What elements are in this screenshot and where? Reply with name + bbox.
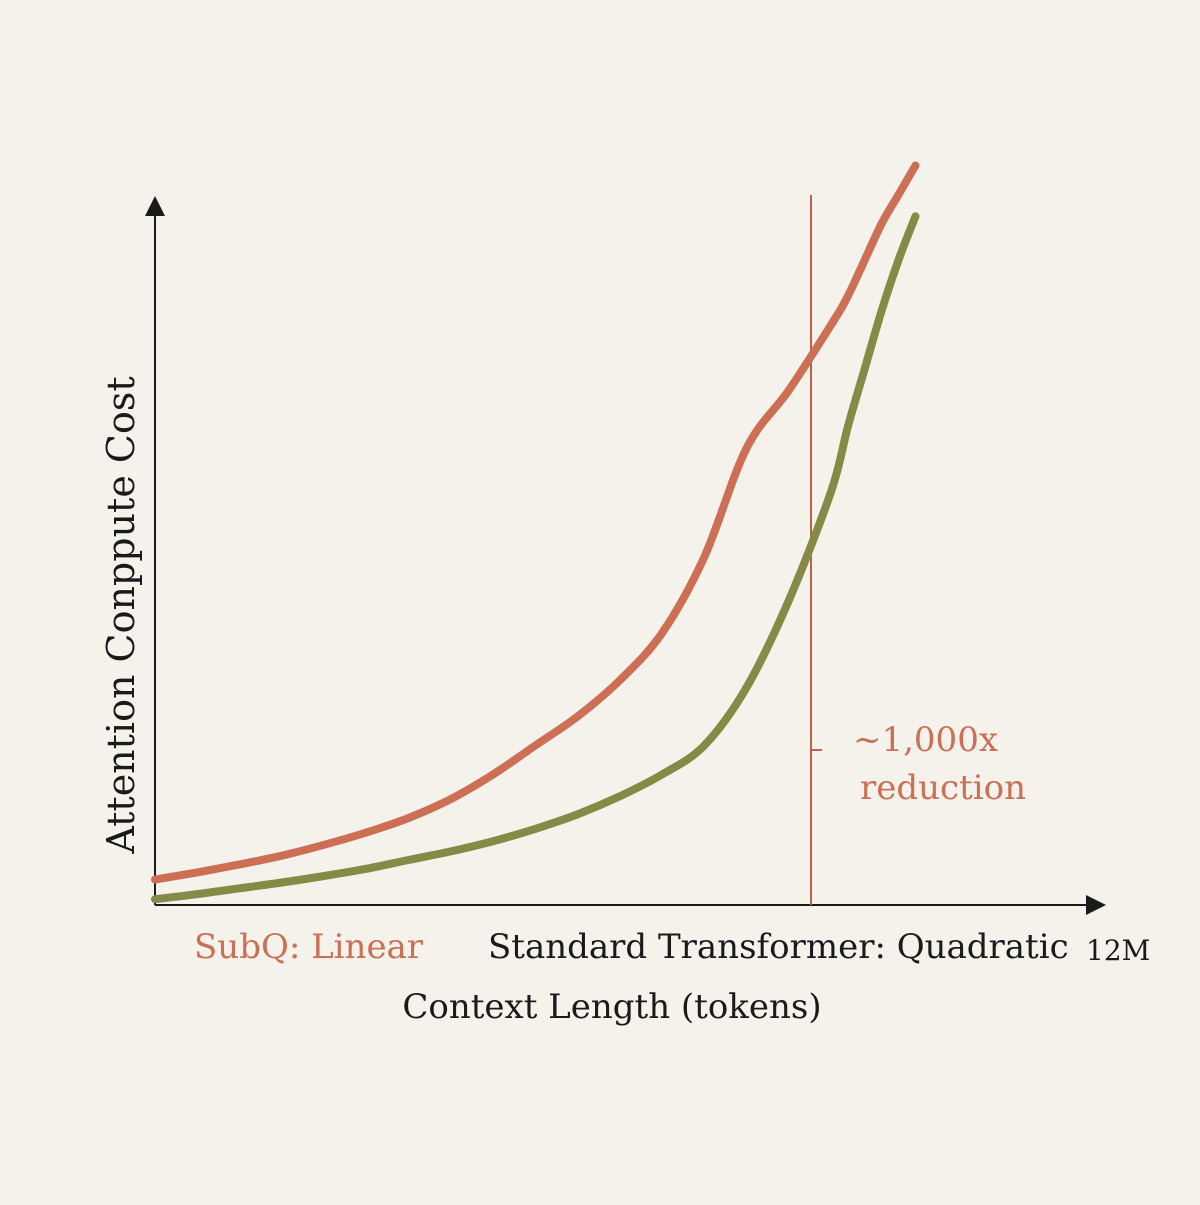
series-layer (151, 161, 920, 904)
series-line-subq-linear (151, 161, 920, 884)
annotation-line2: reduction (860, 768, 1026, 808)
y-axis-label: Attention Conppute Cost (99, 376, 143, 854)
legend-label-standard: Standard Transformer: Quadratic (488, 927, 1069, 967)
legend-label-subq: SubQ: Linear (194, 927, 424, 967)
series-line-standard-quadratic (151, 212, 920, 904)
x-tick-label-12m: 12M (1086, 934, 1150, 967)
x-axis-label: Context Length (tokens) (402, 987, 821, 1027)
annotation-line1: ~1,000x (853, 720, 998, 760)
